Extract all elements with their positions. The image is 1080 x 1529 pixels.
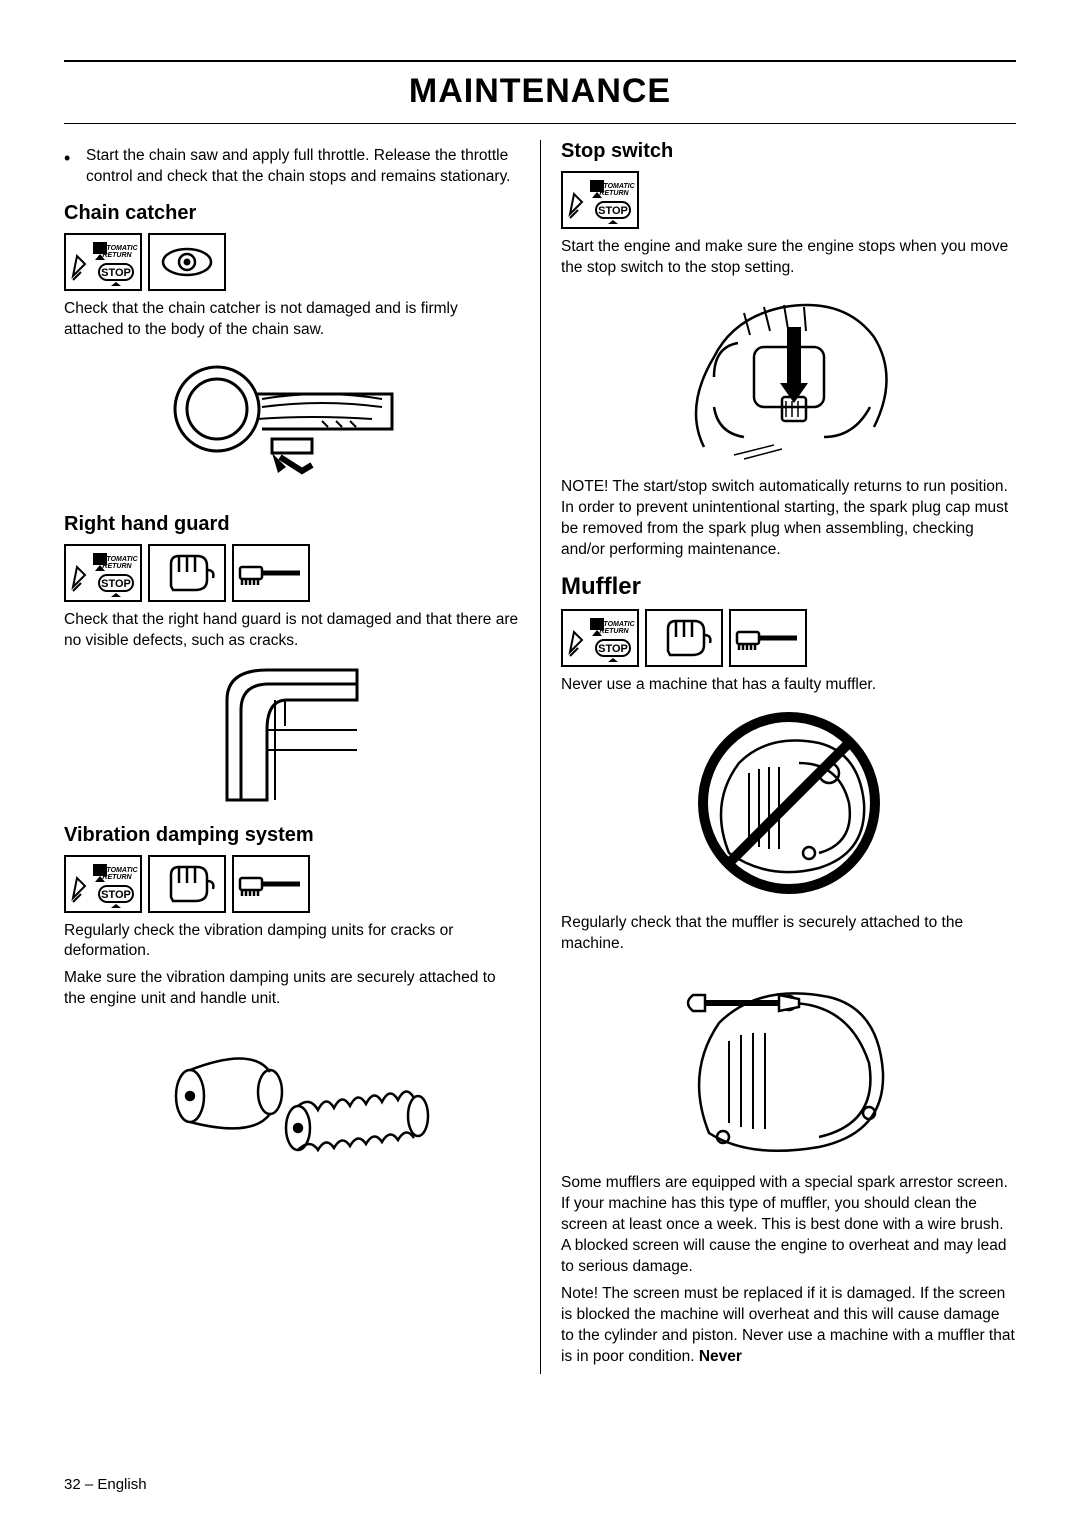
glove-icon — [645, 609, 723, 667]
glove-icon — [148, 544, 226, 602]
muffler-text4b-bold: Never — [699, 1348, 742, 1365]
muffler-text1: Never use a machine that has a faulty mu… — [561, 675, 1016, 696]
svg-text:STOP: STOP — [101, 889, 131, 901]
icon-row-vibration: AUTOMATIC RETURN STOP — [64, 855, 520, 913]
title-underline — [64, 123, 1016, 124]
heading-vibration: Vibration damping system — [64, 824, 520, 847]
right-column: Stop switch AUTOMATIC RETURN STOP Start … — [540, 140, 1016, 1374]
vibration-text2: Make sure the vibration damping units ar… — [64, 968, 520, 1010]
stop-switch-text1: Start the engine and make sure the engin… — [561, 237, 1016, 279]
muffler-text2: Regularly check that the muffler is secu… — [561, 913, 1016, 955]
page-title: MAINTENANCE — [64, 72, 1016, 111]
svg-text:STOP: STOP — [101, 578, 131, 590]
figure-rhg — [64, 660, 520, 810]
heading-stop-switch: Stop switch — [561, 140, 1016, 163]
heading-right-hand-guard: Right hand guard — [64, 513, 520, 536]
figure-vibration — [64, 1018, 520, 1168]
svg-text:RETURN: RETURN — [102, 252, 132, 259]
two-column-layout: Start the chain saw and apply full throt… — [64, 140, 1016, 1374]
muffler-text4: Note! The screen must be replaced if it … — [561, 1284, 1016, 1368]
svg-text:RETURN: RETURN — [599, 628, 629, 635]
svg-text:RETURN: RETURN — [102, 874, 132, 881]
svg-text:AUTOMATIC: AUTOMATIC — [95, 867, 138, 874]
stop-return-icon: AUTOMATIC RETURN STOP — [64, 855, 142, 913]
muffler-text4a: Note! The screen must be replaced if it … — [561, 1285, 1015, 1365]
icon-row-rhg: AUTOMATIC RETURN STOP — [64, 544, 520, 602]
stop-return-icon: AUTOMATIC RETURN STOP — [64, 233, 142, 291]
svg-text:STOP: STOP — [101, 267, 131, 279]
figure-muffler-prohibit — [561, 703, 1016, 903]
figure-chain-catcher — [64, 349, 520, 499]
svg-text:AUTOMATIC: AUTOMATIC — [95, 556, 138, 563]
glove-icon — [148, 855, 226, 913]
brush-icon — [729, 609, 807, 667]
stop-return-icon: AUTOMATIC RETURN STOP — [64, 544, 142, 602]
stop-switch-note: NOTE! The start/stop switch automaticall… — [561, 477, 1016, 561]
icon-row-chain-catcher: AUTOMATIC RETURN STOP — [64, 233, 520, 291]
svg-text:RETURN: RETURN — [102, 563, 132, 570]
figure-muffler-attach — [561, 963, 1016, 1163]
heading-chain-catcher: Chain catcher — [64, 202, 520, 225]
svg-text:AUTOMATIC: AUTOMATIC — [592, 621, 635, 628]
icon-row-muffler: AUTOMATIC RETURN STOP — [561, 609, 1016, 667]
svg-text:AUTOMATIC: AUTOMATIC — [95, 245, 138, 252]
muffler-text3: Some mufflers are equipped with a specia… — [561, 1173, 1016, 1278]
svg-text:AUTOMATIC: AUTOMATIC — [592, 183, 635, 190]
rhg-text: Check that the right hand guard is not d… — [64, 610, 520, 652]
page: MAINTENANCE Start the chain saw and appl… — [0, 0, 1080, 1529]
icon-row-stop-switch: AUTOMATIC RETURN STOP — [561, 171, 1016, 229]
bullet-list: Start the chain saw and apply full throt… — [64, 146, 520, 188]
left-column: Start the chain saw and apply full throt… — [64, 140, 540, 1374]
stop-return-icon: AUTOMATIC RETURN STOP — [561, 609, 639, 667]
brush-icon — [232, 855, 310, 913]
heading-muffler: Muffler — [561, 573, 1016, 601]
svg-text:STOP: STOP — [598, 205, 628, 217]
top-rule — [64, 60, 1016, 62]
eye-icon — [148, 233, 226, 291]
svg-text:RETURN: RETURN — [599, 190, 629, 197]
chain-catcher-text: Check that the chain catcher is not dama… — [64, 299, 520, 341]
svg-text:STOP: STOP — [598, 643, 628, 655]
brush-icon — [232, 544, 310, 602]
bullet-item: Start the chain saw and apply full throt… — [86, 146, 520, 188]
figure-stop-switch — [561, 287, 1016, 467]
vibration-text1: Regularly check the vibration damping un… — [64, 921, 520, 963]
page-footer: 32 – English — [64, 1476, 147, 1493]
stop-return-icon: AUTOMATIC RETURN STOP — [561, 171, 639, 229]
